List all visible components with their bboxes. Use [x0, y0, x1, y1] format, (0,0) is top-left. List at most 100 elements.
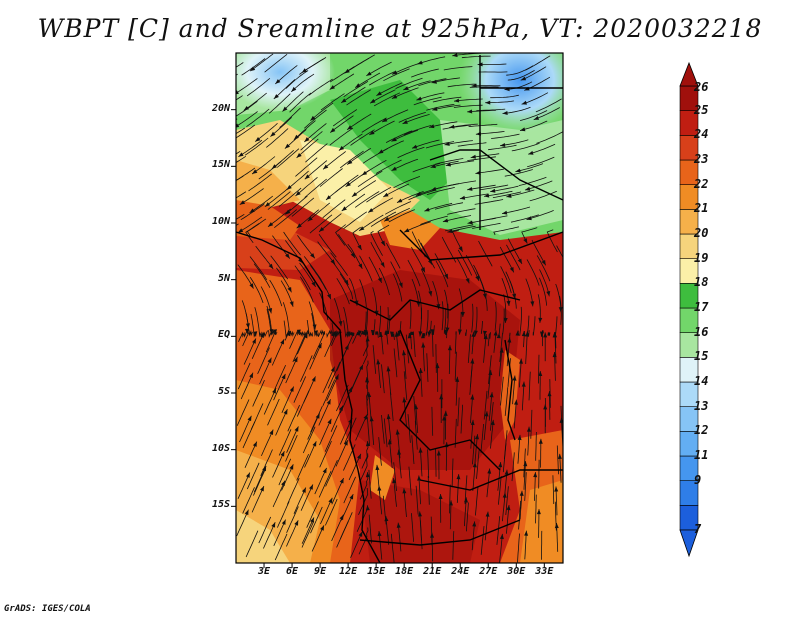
- streamline-arrowhead: [378, 332, 383, 338]
- longitude-label: 21E: [423, 566, 442, 577]
- streamline-arrowhead: [517, 258, 522, 264]
- streamline: [479, 184, 509, 191]
- streamline-arrowhead: [496, 333, 501, 339]
- streamline-arrowhead: [524, 530, 529, 536]
- streamline: [254, 307, 261, 336]
- streamline: [552, 475, 555, 504]
- streamline-arrowhead: [418, 368, 423, 374]
- streamline: [409, 300, 412, 329]
- latitude-label: 5N: [217, 272, 230, 284]
- streamline: [366, 186, 392, 203]
- streamline-arrowhead: [286, 330, 291, 337]
- streamline-arrowhead: [559, 417, 563, 423]
- streamline-arrowhead: [350, 252, 355, 258]
- streamline-arrowhead: [347, 125, 353, 130]
- streamline-arrowhead: [376, 91, 382, 96]
- streamline: [383, 418, 388, 448]
- streamline-arrowhead: [484, 411, 489, 417]
- streamline: [258, 160, 282, 180]
- streamline-arrowhead: [541, 260, 546, 266]
- streamline-arrowhead: [384, 217, 390, 222]
- streamline: [236, 62, 244, 68]
- streamline-arrowhead: [296, 329, 301, 335]
- latitude-label: 10S: [211, 442, 230, 454]
- streamline-arrowhead: [418, 447, 423, 453]
- streamline: [535, 98, 562, 113]
- streamline-arrowhead: [538, 438, 543, 444]
- streamline-arrowhead: [264, 202, 271, 207]
- streamline-arrowhead: [465, 278, 470, 284]
- streamline: [267, 191, 291, 210]
- streamline-arrowhead: [249, 208, 255, 213]
- streamline-arrowhead: [416, 96, 422, 101]
- streamline-arrowhead: [310, 253, 315, 259]
- streamline: [332, 109, 358, 127]
- streamline-arrowhead: [287, 287, 292, 293]
- streamline-arrowhead: [449, 124, 455, 129]
- streamline-arrowhead: [485, 511, 490, 517]
- streamline-arrowhead: [286, 185, 292, 190]
- streamline-arrowhead: [246, 472, 250, 478]
- streamline: [277, 501, 290, 528]
- streamline-arrowhead: [363, 414, 368, 420]
- streamline: [300, 131, 323, 151]
- streamline-arrowhead: [345, 182, 351, 187]
- streamline: [316, 329, 326, 337]
- streamline: [327, 361, 341, 389]
- streamline-arrowhead: [218, 73, 223, 77]
- longitude-label: 12E: [339, 566, 358, 577]
- streamline-arrowhead: [289, 301, 294, 307]
- streamline: [447, 83, 477, 88]
- streamline: [420, 242, 436, 269]
- streamline: [435, 448, 437, 477]
- streamline-arrowhead: [334, 374, 339, 380]
- streamline: [397, 146, 425, 159]
- streamline: [319, 440, 332, 468]
- streamline-arrowhead: [442, 415, 447, 421]
- streamline-arrowhead: [255, 137, 261, 142]
- streamline: [526, 259, 540, 286]
- streamline: [500, 376, 504, 406]
- streamline: [372, 345, 377, 374]
- streamline-arrowhead: [386, 366, 391, 372]
- streamline-arrowhead: [504, 469, 509, 475]
- streamline: [383, 68, 410, 82]
- streamline-arrowhead: [312, 324, 317, 330]
- streamline: [287, 477, 300, 505]
- streamline-arrowhead: [470, 358, 475, 364]
- streamline-arrowhead: [490, 188, 496, 193]
- streamline: [480, 423, 484, 453]
- streamline-arrowhead: [417, 475, 422, 481]
- streamline: [403, 371, 408, 401]
- streamline-arrowhead: [521, 100, 527, 105]
- streamline: [330, 252, 349, 276]
- streamline: [535, 494, 537, 524]
- streamline-arrowhead: [245, 323, 250, 329]
- streamline: [490, 402, 494, 431]
- streamline: [426, 104, 455, 111]
- streamline: [293, 376, 307, 403]
- streamline-arrowhead: [344, 68, 350, 74]
- latitude-label: EQ: [217, 329, 230, 341]
- streamline: [525, 55, 551, 71]
- streamline: [375, 331, 379, 338]
- streamline-arrowhead: [445, 162, 451, 167]
- streamline-arrowhead: [355, 83, 361, 88]
- streamline-arrowhead: [282, 106, 288, 112]
- streamline-arrowhead: [330, 259, 336, 265]
- streamline: [385, 201, 412, 215]
- streamline-arrowhead: [391, 94, 398, 99]
- streamline-arrowhead: [525, 186, 531, 191]
- streamline-arrowhead: [347, 159, 353, 165]
- streamline: [538, 354, 540, 384]
- streamline-arrowhead: [377, 277, 382, 283]
- colorbar-label: 14: [694, 374, 709, 388]
- streamline: [266, 128, 289, 148]
- streamline: [547, 332, 551, 336]
- streamline: [278, 187, 302, 207]
- streamline-arrowhead: [515, 330, 520, 336]
- streamline-arrowhead: [250, 66, 256, 72]
- streamline-arrowhead: [391, 137, 397, 142]
- streamline: [496, 516, 501, 545]
- streamline-arrowhead: [260, 486, 264, 492]
